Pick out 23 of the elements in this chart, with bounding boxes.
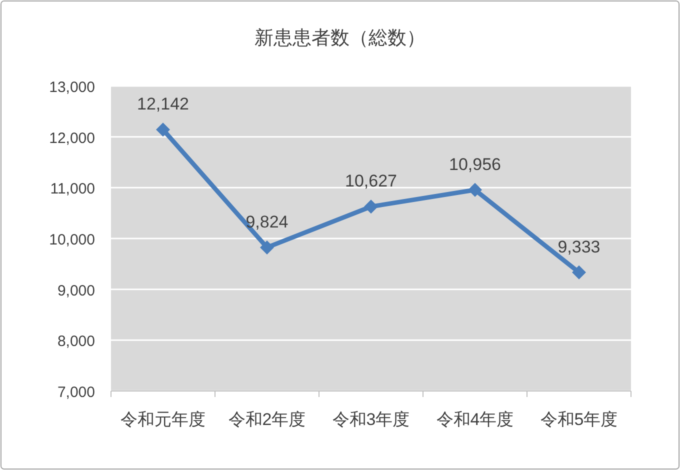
y-tick-label: 8,000 <box>57 333 95 350</box>
point <box>468 182 482 197</box>
data-label: 12,142 <box>137 94 189 114</box>
y-tick-label: 9,000 <box>57 282 95 300</box>
x-tick-label: 令和5年度 <box>540 410 618 429</box>
data-label: 9,333 <box>558 237 600 256</box>
point <box>572 265 586 280</box>
data-label: 10,956 <box>449 154 501 174</box>
x-tick-label: 令和元年度 <box>120 410 206 429</box>
point <box>156 122 170 137</box>
y-tick-label: 10,000 <box>49 232 95 248</box>
point <box>260 240 274 254</box>
chart-title: 新患患者数（総数） <box>254 27 426 49</box>
x-tick-label: 令和4年度 <box>436 410 514 429</box>
y-tick-label: 11,000 <box>50 180 95 198</box>
y-tick-label: 7,000 <box>57 384 95 401</box>
point <box>364 200 378 214</box>
data-label: 9,824 <box>246 212 288 232</box>
data-label: 10,627 <box>345 172 397 191</box>
y-tick-label: 13,000 <box>49 79 95 96</box>
y-tick-label: 12,000 <box>49 130 95 147</box>
x-tick-label: 令和2年度 <box>228 410 306 429</box>
x-tick-label: 令和3年度 <box>332 410 410 429</box>
